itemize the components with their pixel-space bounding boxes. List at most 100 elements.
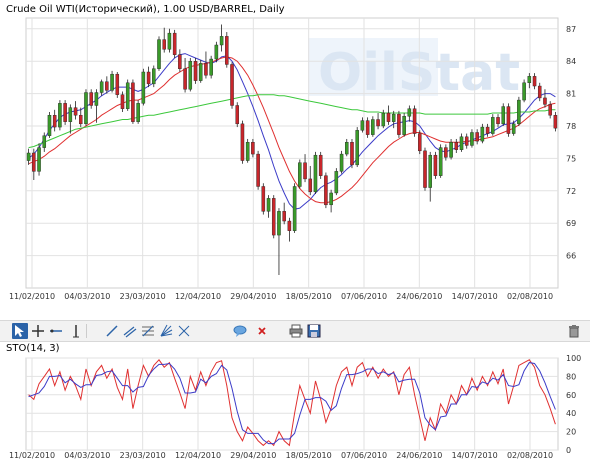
candle-body [52, 114, 57, 128]
delete-x-tool-button[interactable] [254, 323, 270, 339]
candle-body [256, 153, 260, 187]
candle-body [454, 141, 459, 150]
bullish-candle [245, 138, 250, 163]
bullish-candle [214, 41, 219, 63]
candle-body [449, 141, 453, 158]
bullish-candle [459, 133, 464, 152]
bullish-candle [152, 65, 156, 88]
save-disk-tool-button[interactable] [306, 323, 322, 339]
candle-body [58, 103, 62, 128]
candle-body [517, 99, 521, 125]
candle-body [183, 68, 187, 90]
print-icon [289, 324, 303, 338]
price-tick-label: 81 [566, 90, 576, 99]
bearish-candle [204, 51, 208, 79]
candle-body [360, 120, 365, 131]
plot-frame [25, 17, 559, 289]
bearish-candle [506, 103, 511, 137]
bearish-candle [423, 147, 427, 191]
candle-body [167, 32, 172, 50]
bullish-candle [491, 114, 495, 136]
fibonacci-tool-button[interactable] [140, 323, 156, 339]
bearish-candle [308, 165, 313, 196]
sto-date-tick-label: 04/03/2010 [64, 451, 110, 460]
candle-body [47, 114, 52, 136]
bullish-candle [37, 143, 41, 176]
date-tick-label: 24/06/2010 [396, 292, 442, 301]
bullish-candle [360, 117, 365, 133]
candle-body [470, 132, 474, 146]
trend-line-icon [106, 325, 118, 337]
candle-body [198, 63, 203, 81]
bullish-candle [84, 89, 88, 126]
candles [26, 24, 558, 276]
bullish-candle [209, 55, 213, 79]
bullish-candle [94, 89, 99, 123]
fan-lines-icon [178, 325, 190, 337]
bearish-candle [131, 79, 135, 124]
price-tick-label: 69 [566, 219, 576, 228]
candle-body [245, 141, 250, 161]
trash-tool-button[interactable] [566, 323, 582, 339]
bearish-candle [433, 151, 438, 179]
cursor-arrow-tool-button[interactable] [12, 323, 28, 339]
print-tool-button[interactable] [288, 323, 304, 339]
candle-body [94, 92, 99, 106]
bullish-candle [277, 208, 281, 276]
bullish-candle [480, 123, 485, 144]
sto-date-tick-label: 11/02/2010 [9, 451, 55, 460]
trend-line-tool-button[interactable] [104, 323, 120, 339]
fan-lines-tool-button[interactable] [176, 323, 192, 339]
bullish-candle [188, 57, 193, 92]
candle-body [146, 71, 151, 85]
candle-body [240, 123, 245, 161]
bullish-candle [511, 120, 516, 136]
vertical-line-tool-button[interactable] [68, 323, 84, 339]
sto-tick-label: 0 [566, 446, 571, 455]
horizontal-line-tool-button[interactable] [48, 323, 64, 339]
candle-body [26, 152, 31, 161]
candle-body [63, 103, 67, 122]
bearish-candle [485, 123, 490, 137]
comment-bubble-tool-button[interactable] [232, 323, 248, 339]
parallel-channel-tool-button[interactable] [122, 323, 138, 339]
price-axes: 66 69 72 75 78 81 84 87 11/02/2010 04/03/2010 23/0… [9, 25, 576, 301]
bearish-candle [261, 183, 266, 215]
stochastic-lines [28, 359, 556, 447]
bullish-candle [42, 132, 47, 152]
candle-body [188, 61, 193, 90]
bearish-candle [282, 202, 286, 225]
bearish-candle [32, 148, 36, 180]
bearish-candle [120, 91, 125, 112]
candle-body [365, 120, 370, 135]
sto-date-tick-label: 18/05/2010 [286, 451, 332, 460]
bearish-candle [240, 120, 245, 164]
date-tick-label: 18/05/2010 [286, 292, 332, 301]
bullish-candle [355, 127, 359, 168]
bullish-candle [110, 70, 114, 93]
bearish-candle [303, 154, 307, 183]
candle-body [303, 162, 307, 180]
candle-body [324, 175, 328, 206]
bearish-candle [146, 66, 151, 88]
candle-body [42, 135, 47, 148]
bullish-candle [136, 100, 140, 124]
candle-body [334, 171, 339, 194]
candle-body [475, 132, 479, 142]
candle-body [391, 113, 396, 122]
bearish-candle [548, 101, 552, 119]
bearish-candle [376, 113, 380, 130]
crosshair-tool-button[interactable] [30, 323, 46, 339]
candle-body [110, 73, 114, 91]
moving-average-line [28, 94, 556, 149]
bearish-candle [63, 100, 67, 125]
candle-body [522, 82, 526, 101]
candle-body [428, 154, 432, 188]
bullish-candle [517, 96, 521, 126]
gann-fan-tool-button[interactable] [158, 323, 174, 339]
bullish-candle [125, 79, 130, 111]
candle-body [89, 92, 93, 106]
save-disk-icon [307, 324, 321, 338]
